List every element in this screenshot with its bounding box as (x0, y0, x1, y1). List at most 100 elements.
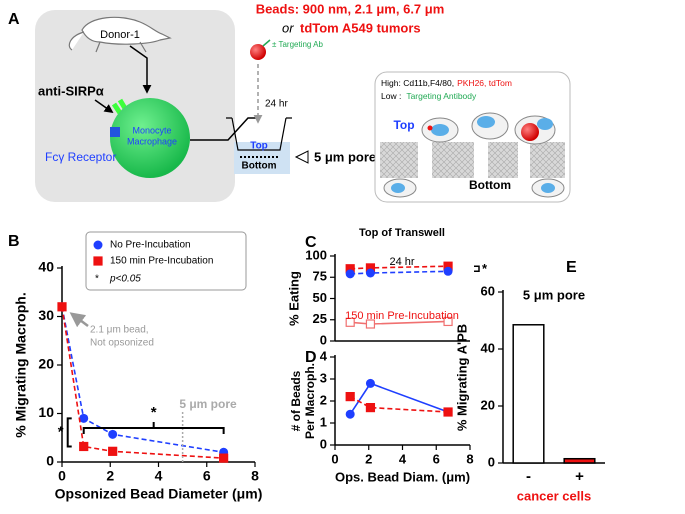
y-tick-label: 4 (320, 348, 328, 363)
panel-label: B (8, 233, 20, 250)
bead-icon (521, 123, 539, 141)
macrophage-label: Monocyte (132, 125, 171, 135)
bar (512, 324, 545, 464)
pointer (294, 150, 309, 164)
beads-or: or (282, 20, 294, 35)
x-tick-label: 6 (203, 468, 211, 484)
inset-bottom: Bottom (469, 178, 511, 192)
top-label: Top (250, 141, 268, 152)
x-axis-label: Opsonized Bead Diameter (μm) (55, 486, 263, 502)
antibody-label: anti-SIRPα (38, 83, 104, 98)
legend-box (85, 231, 247, 291)
membrane-block (488, 142, 518, 178)
legend-label: 150 min Pre-Incubation (110, 256, 213, 267)
connector (190, 117, 256, 141)
x-tick-label: 2 (365, 451, 372, 466)
point (108, 446, 118, 456)
y-tick-label: 75 (313, 269, 327, 284)
panel-label: D (305, 349, 317, 366)
y-tick-label: 50 (313, 290, 327, 305)
bar (563, 457, 596, 464)
low-label: Low : Targeting Antibody (381, 91, 477, 101)
point (345, 269, 355, 279)
y-tick-label: 25 (313, 311, 327, 326)
y-axis-label: Per Macroph. (303, 363, 317, 439)
receptor-label: Fcγ Receptor (45, 150, 116, 164)
beads-title: Beads: 900 nm, 2.1 μm, 6.7 μm (256, 1, 445, 16)
bracket (82, 422, 225, 434)
x-tick-label: 4 (155, 468, 163, 484)
legend-label: No Pre-Incubation (110, 240, 191, 251)
bottom-label: Bottom (242, 161, 277, 172)
chart-title: 5 μm pore (523, 287, 585, 302)
point (443, 407, 453, 417)
point (365, 319, 376, 329)
legend-note: p<0.05 (109, 274, 141, 285)
annotation-arrow (69, 312, 89, 328)
x-axis-label: Ops. Bead Diam. (μm) (335, 469, 470, 484)
arrow (129, 45, 152, 94)
point (443, 266, 453, 276)
point (345, 317, 355, 327)
macrophage-label: Macrophage (127, 136, 177, 146)
y-tick-label: 60 (481, 283, 495, 298)
panel-label: A (8, 11, 20, 28)
annotation: * (151, 404, 157, 421)
y-tick-label: 40 (481, 340, 495, 355)
annotation: 150 min Pre-Incubation (345, 310, 459, 322)
membrane-block (432, 142, 474, 178)
y-tick-label: 0 (488, 454, 495, 469)
x-tick-label: 2 (106, 468, 114, 484)
x-tick-label: 8 (251, 468, 259, 484)
y-tick-label: 3 (320, 370, 327, 385)
panel-label: E (566, 259, 577, 276)
legend-marker (93, 256, 103, 266)
bracket (66, 417, 72, 448)
low-green: Targeting Antibody (406, 91, 477, 101)
y-tick-label: 40 (38, 259, 54, 275)
nucleus (537, 118, 553, 130)
schematic: A Donor-1 anti-SIRPα Monocyte Macrophage… (8, 1, 571, 203)
nucleus (431, 124, 449, 136)
bracket (474, 265, 480, 273)
point (79, 413, 89, 423)
macrophage (110, 98, 190, 178)
annotation: 24 hr (389, 256, 414, 268)
annotation: * (58, 423, 64, 440)
targeting-label: ± Targeting Ab (272, 40, 323, 49)
series-line (61, 306, 224, 459)
legend-marker (93, 240, 103, 250)
annotation: Not opsonized (90, 338, 154, 349)
y-axis-label: % Migrating A'PB (454, 324, 469, 431)
y-tick-label: 1 (320, 414, 327, 429)
x-axis-label: cancer cells (517, 488, 591, 503)
y-tick-label: 0 (46, 453, 54, 469)
point (365, 268, 375, 278)
donor-label: Donor-1 (100, 29, 140, 41)
inset (374, 71, 571, 203)
x-tick-label: 6 (433, 451, 440, 466)
nucleus (477, 116, 495, 128)
nucleus (541, 183, 555, 193)
annotation: 2.1 μm bead, (90, 325, 149, 336)
y-tick-label: 2 (320, 392, 327, 407)
point (57, 302, 67, 312)
bead-icon (250, 44, 266, 60)
y-axis-label: % Eating (286, 271, 301, 326)
point (365, 378, 375, 388)
x-tick-label: 0 (331, 451, 338, 466)
bead-icon (427, 125, 433, 131)
annotation: * (482, 261, 488, 276)
x-tick-label: 4 (399, 451, 407, 466)
panel-label: C (305, 234, 317, 251)
point (79, 441, 89, 452)
x-tick-label: - (526, 468, 531, 485)
arrow (94, 99, 114, 114)
point (365, 403, 376, 413)
x-tick-label: 0 (58, 468, 66, 484)
high-label: High: Cd11b,F4/80, PKH26, tdTom (381, 78, 512, 88)
mouse-icon (68, 16, 172, 53)
legend-note: * (95, 274, 99, 285)
time-label: 24 hr (265, 99, 288, 110)
